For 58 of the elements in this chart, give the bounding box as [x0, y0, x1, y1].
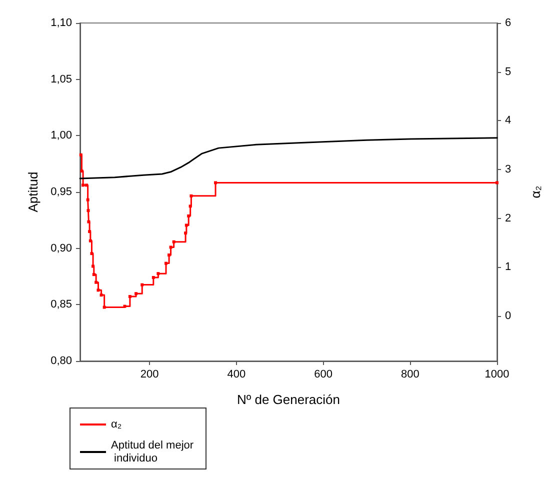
y2-tick-label: 3 [505, 164, 512, 176]
y-tick-label: 1,05 [50, 73, 72, 86]
legend-label: α₂ [111, 418, 122, 430]
y2-tick-label: 6 [505, 17, 512, 29]
y-tick-label: 0,80 [50, 355, 72, 367]
y2-tick-label: 1 [505, 261, 512, 274]
point [128, 295, 132, 298]
point [187, 214, 190, 218]
y2-tick-label: 5 [505, 66, 512, 78]
y-axis-title: Aptitud [26, 172, 41, 212]
point [134, 292, 138, 296]
point [92, 273, 96, 276]
y2-axis-title: α₂ [528, 186, 543, 198]
point [100, 294, 103, 297]
point [164, 262, 168, 265]
y-tick-label: 0,85 [50, 298, 72, 311]
x-tick-label: 1000 [484, 368, 510, 380]
point [169, 246, 172, 249]
point [172, 240, 176, 244]
line-series [79, 137, 498, 180]
point [88, 230, 92, 234]
point [190, 194, 193, 198]
legend-label: Aptitud del mejor individuo [111, 440, 194, 464]
point [90, 252, 94, 256]
y-tick-label: 1,10 [50, 17, 72, 29]
point [152, 276, 155, 279]
point [88, 239, 92, 242]
y2-tick-label: 4 [505, 114, 512, 127]
x-tick-label: 400 [227, 368, 246, 380]
point [80, 169, 84, 172]
point [184, 224, 188, 227]
x-tick-label: 800 [400, 368, 420, 380]
point [87, 220, 90, 224]
point [140, 283, 144, 286]
y2-tick-label: 0 [505, 310, 512, 322]
point [82, 184, 85, 187]
point [96, 288, 100, 292]
x-tick-label: 200 [140, 368, 159, 380]
point [85, 184, 88, 187]
point [92, 264, 95, 268]
point [79, 153, 82, 156]
point [496, 181, 498, 184]
point [94, 280, 98, 284]
point [214, 181, 218, 184]
point [123, 304, 126, 308]
point [86, 198, 90, 202]
point [86, 209, 90, 212]
point [168, 254, 171, 257]
x-axis-title: Nº de Generación [236, 392, 340, 407]
y2-tick-label: 2 [505, 212, 512, 224]
point [184, 232, 188, 235]
point [102, 306, 106, 309]
x-tick-label: 600 [314, 368, 332, 380]
point [156, 272, 160, 276]
y-tick-label: 0,95 [50, 186, 72, 198]
y-tick-label: 0,90 [50, 242, 72, 254]
point [188, 204, 192, 208]
y-tick-label: 1,00 [50, 130, 72, 142]
